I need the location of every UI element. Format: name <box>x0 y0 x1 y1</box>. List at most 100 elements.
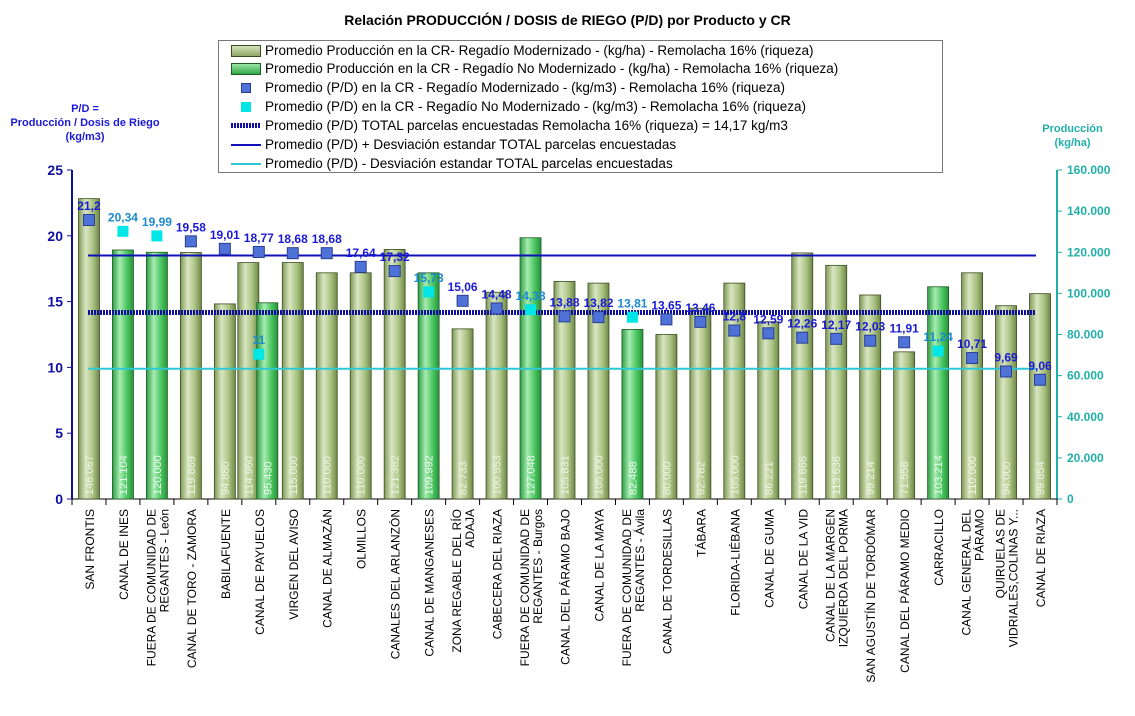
category-label: QUIRUELAS DE <box>994 509 1008 598</box>
data-label-pd-mod: 13,82 <box>583 296 613 310</box>
bar-label-production-mod: 110.000 <box>322 456 334 495</box>
legend-label: Promedio (P/D) en la CR - Regadío No Mod… <box>265 99 806 114</box>
bar-production-mod <box>213 303 236 500</box>
bar-label-production-mod: 121.382 <box>390 455 402 495</box>
data-label-pd-mod: 14,48 <box>482 287 512 301</box>
data-label-pd-nomod: 14,38 <box>516 289 546 303</box>
bar-production-nomod <box>417 272 440 500</box>
category-label: CANAL DEL PÁRAMO MEDIO <box>897 509 912 673</box>
category-label: CANAL DE PAYUELOS <box>253 509 267 635</box>
data-label-pd-mod: 18,68 <box>278 232 308 246</box>
bar-production-mod <box>281 262 304 500</box>
data-label-pd-mod: 12,26 <box>787 317 817 331</box>
bar-label-production-nomod: 121.104 <box>118 455 130 495</box>
bar-production-mod <box>78 198 100 500</box>
bar-label-production-mod: 94.000 <box>1001 461 1013 495</box>
right-axis-title-line1: Producción <box>1042 123 1103 135</box>
marker-pd-mod <box>660 313 673 326</box>
data-label-pd-mod: 19,01 <box>210 228 240 242</box>
legend-swatch-production-mod <box>231 45 261 57</box>
left-tick-label: 5 <box>55 425 63 441</box>
data-label-pd-mod: 12,17 <box>821 318 851 332</box>
category-label: ZONA REGABLE DEL RÍO <box>449 509 464 653</box>
legend-item-production-nomod: Promedio Producción en la CR - Regadío N… <box>219 60 942 78</box>
left-tick-label: 25 <box>47 162 63 178</box>
left-tick-label: 20 <box>47 228 63 244</box>
category-label: SAN AGUSTÍN DE TORDÓMAR <box>863 509 878 683</box>
category-label: TÁBARA <box>693 509 708 557</box>
marker-pd-mod <box>830 332 843 345</box>
category-label: CANAL DE GUMA <box>762 509 776 608</box>
category-label: ADAJA <box>463 509 477 548</box>
right-tick-label: 20.000 <box>1067 451 1104 465</box>
right-tick-label: 40.000 <box>1067 410 1104 424</box>
marker-pd-nomod <box>525 304 537 316</box>
category-label: FUERA DE COMUNIDAD DE <box>144 509 158 666</box>
marker-pd-mod <box>796 331 809 344</box>
category-label: BABILAFUENTE <box>219 509 233 599</box>
category-label: CANALES DEL ARLANZÓN <box>388 509 403 659</box>
legend-label: Promedio (P/D) en la CR - Regadío Modern… <box>265 80 785 95</box>
legend-label: Promedio (P/D) TOTAL parcelas encuestada… <box>265 118 788 133</box>
marker-pd-mod <box>490 302 503 315</box>
category-label: CANAL DE LA MAYA <box>592 509 606 621</box>
bar-label-production-mod: 105.000 <box>729 455 741 495</box>
left-axis-title: P/D = Producción / Dosis de Riego (kg/m3… <box>0 102 170 144</box>
marker-pd-nomod <box>626 311 638 323</box>
data-label-pd-nomod: 15,73 <box>414 271 444 285</box>
right-tick-label: 80.000 <box>1067 328 1104 342</box>
left-axis-title-line1: P/D = <box>71 103 99 115</box>
legend-swatch-production-nomod <box>231 63 261 75</box>
marker-pd-mod <box>694 315 707 328</box>
marker-pd-mod <box>558 310 571 323</box>
legend-label: Promedio (P/D) - Desviación estandar TOT… <box>265 156 673 171</box>
category-label: SAN FRONTIS <box>83 509 97 590</box>
bar-production-nomod <box>927 286 950 500</box>
data-label-pd-mod: 12,59 <box>753 312 783 326</box>
right-axis-title: Producción (kg/ha) <box>1010 122 1135 150</box>
left-tick-label: 15 <box>47 294 63 310</box>
bar-production-mod <box>723 282 746 500</box>
marker-pd-mod <box>286 247 299 260</box>
bar-label-production-mod: 110.000 <box>967 456 979 495</box>
legend-item-production-mod: Promedio Producción en la CR- Regadío Mo… <box>219 42 942 60</box>
chart-legend: Promedio Producción en la CR- Regadío Mo… <box>218 40 943 173</box>
marker-pd-mod <box>456 294 469 307</box>
bar-production-mod <box>995 305 1017 500</box>
right-tick-label: 140.000 <box>1067 204 1111 218</box>
bar-production-mod <box>893 351 916 500</box>
marker-pd-nomod <box>151 230 163 242</box>
data-label-pd-mod: 11,91 <box>889 321 919 335</box>
data-label-pd-mod: 17,64 <box>346 246 376 260</box>
category-label: FUERA DE COMUNIDAD DE <box>518 509 532 666</box>
data-label-pd-mod: 18,68 <box>312 232 342 246</box>
category-label: IZQUIERDA DEL PORMA <box>837 509 851 647</box>
data-label-pd-mod: 13,46 <box>685 301 715 315</box>
category-label: CANAL DEL PÁRAMO BAJO <box>558 509 573 665</box>
data-label-pd-nomod: 19,99 <box>142 215 172 229</box>
marker-pd-mod <box>388 265 401 278</box>
bar-label-production-mod: 105.831 <box>560 455 572 495</box>
marker-pd-mod <box>252 245 265 258</box>
data-label-pd-mod: 10,71 <box>957 337 987 351</box>
marker-pd-nomod <box>253 348 265 360</box>
data-label-pd-mod: 12,8 <box>723 310 747 324</box>
data-label-pd-nomod: 20,34 <box>108 210 138 224</box>
bar-production-nomod <box>621 328 644 500</box>
marker-pd-mod <box>592 311 605 324</box>
bar-label-production-mod: 100.553 <box>492 455 504 495</box>
legend-line-mean <box>231 123 261 128</box>
bar-production-mod <box>587 282 610 500</box>
data-label-pd-mod: 9,69 <box>994 350 1018 364</box>
category-label: VIDRIALES,COLINAS Y... <box>1007 509 1021 647</box>
category-label: CANAL DE RIAZA <box>1034 509 1048 607</box>
bar-label-production-nomod: 109.992 <box>424 455 436 495</box>
bar-production-mod <box>689 307 712 500</box>
category-label: REGANTES - León <box>157 509 171 612</box>
bar-label-production-mod: 110.000 <box>356 456 368 495</box>
bar-label-production-mod: 105.000 <box>593 455 605 495</box>
bar-production-mod <box>485 291 508 500</box>
bar-label-production-nomod: 127.048 <box>526 455 538 495</box>
category-label: REGANTES - Burgos <box>531 509 545 624</box>
data-label-pd-mod: 18,77 <box>244 231 274 245</box>
